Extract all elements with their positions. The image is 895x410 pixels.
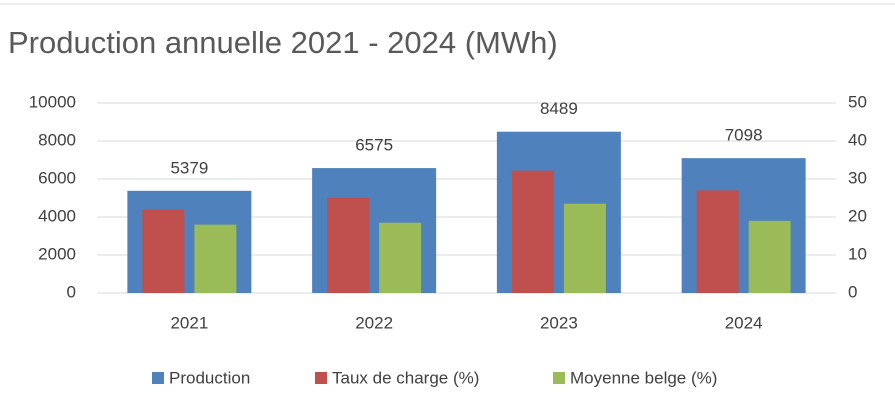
legend-swatch: [553, 372, 565, 384]
bar: [696, 190, 739, 293]
x-tick-label: 2024: [725, 313, 763, 332]
y-tick-label: 2000: [38, 244, 76, 263]
y-tick-label: 10000: [29, 92, 76, 111]
y-tick-label: 4000: [38, 206, 76, 225]
bar: [748, 220, 791, 293]
y2-tick-label: 50: [848, 92, 867, 111]
y2-tick-label: 10: [848, 244, 867, 263]
x-tick-label: 2022: [355, 313, 393, 332]
bar: [563, 203, 606, 293]
legend-label: Moyenne belge (%): [570, 368, 717, 387]
x-tick-label: 2021: [170, 313, 208, 332]
legend-label: Taux de charge (%): [332, 368, 479, 387]
y-tick-label: 0: [67, 282, 76, 301]
bar: [327, 198, 370, 293]
y-tick-label: 8000: [38, 130, 76, 149]
y2-tick-label: 40: [848, 130, 867, 149]
legend-label: Production: [169, 368, 250, 387]
bar: [194, 224, 237, 293]
chart-title: Production annuelle 2021 - 2024 (MWh): [8, 25, 558, 60]
y2-tick-label: 0: [848, 282, 857, 301]
y-tick-label: 6000: [38, 168, 76, 187]
bar: [379, 222, 422, 293]
data-label: 7098: [725, 126, 763, 145]
x-tick-label: 2023: [540, 313, 578, 332]
data-label: 8489: [540, 99, 578, 118]
legend-swatch: [315, 372, 327, 384]
y2-tick-label: 20: [848, 206, 867, 225]
y2-tick-label: 30: [848, 168, 867, 187]
bar: [511, 170, 554, 293]
legend-swatch: [152, 372, 164, 384]
data-label: 5379: [170, 158, 208, 177]
bar: [142, 209, 185, 293]
data-label: 6575: [355, 136, 393, 155]
